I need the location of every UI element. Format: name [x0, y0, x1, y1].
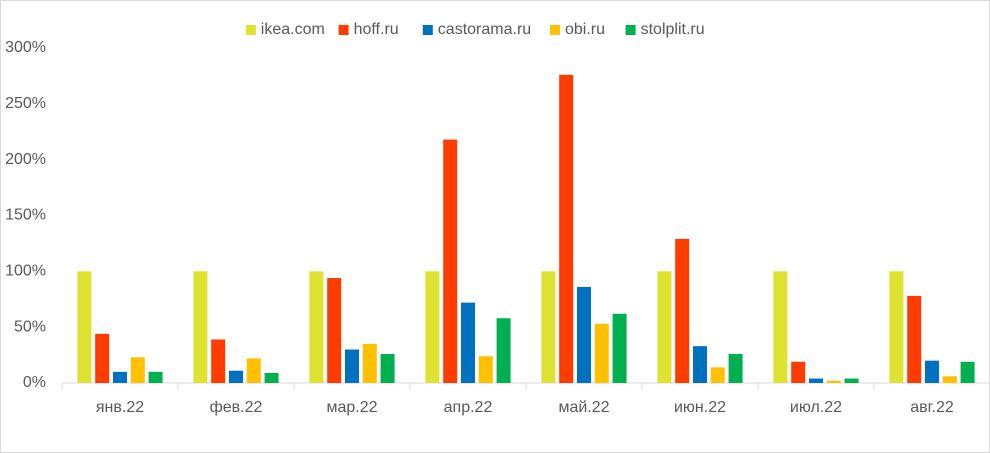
bar — [443, 139, 458, 383]
bar — [211, 339, 226, 383]
legend-swatch — [550, 25, 560, 35]
bar — [461, 302, 475, 383]
bar — [809, 378, 823, 383]
bar — [728, 353, 743, 383]
bar — [380, 353, 395, 383]
x-tick-label: апр.22 — [444, 399, 493, 416]
bar — [130, 357, 145, 383]
bar — [496, 318, 511, 383]
bar — [309, 271, 324, 383]
bar — [826, 380, 841, 383]
x-tick-label: фев.22 — [210, 399, 263, 416]
bar — [425, 271, 440, 383]
legend-label: ikea.com — [261, 21, 325, 38]
bar — [791, 361, 806, 383]
bar — [577, 286, 591, 383]
bar — [559, 74, 574, 384]
bar — [925, 360, 939, 383]
y-tick-label: 300% — [5, 39, 46, 56]
bar — [675, 238, 690, 383]
x-tick-label: май.22 — [558, 399, 609, 416]
y-tick-label: 0% — [23, 374, 46, 391]
x-tick-label: июн.22 — [674, 399, 726, 416]
bar — [693, 346, 707, 383]
bar — [362, 343, 377, 383]
legend-label: obi.ru — [565, 21, 605, 38]
bar — [541, 271, 556, 383]
y-tick-label: 50% — [14, 318, 46, 335]
bar — [942, 376, 957, 383]
bar — [264, 372, 279, 383]
bar — [960, 361, 975, 383]
bar — [246, 358, 261, 383]
legend-swatch — [625, 25, 636, 35]
y-tick-label: 250% — [5, 95, 46, 112]
y-tick-label: 100% — [5, 263, 46, 280]
x-tick-label: янв.22 — [96, 399, 144, 416]
legend-label: stolplit.ru — [641, 21, 705, 38]
bar — [594, 323, 609, 383]
bar — [95, 333, 110, 383]
bar — [907, 295, 922, 383]
bar — [710, 367, 725, 383]
bar — [889, 271, 904, 383]
bar — [193, 271, 208, 383]
bar — [612, 313, 627, 383]
bar — [345, 349, 359, 383]
legend-label: castorama.ru — [438, 21, 531, 38]
legend-swatch — [338, 25, 349, 35]
bar — [77, 271, 92, 383]
bar — [327, 278, 342, 383]
legend-swatch — [245, 25, 256, 35]
x-tick-label: июл.22 — [790, 399, 842, 416]
legend-label: hoff.ru — [354, 21, 399, 38]
bar — [844, 378, 859, 383]
bar — [113, 371, 127, 383]
y-tick-label: 150% — [5, 207, 46, 224]
bar — [478, 356, 493, 383]
x-tick-label: авг.22 — [910, 399, 954, 416]
legend-swatch — [422, 25, 433, 35]
y-tick-label: 200% — [5, 151, 46, 168]
bar — [229, 370, 243, 383]
bar — [148, 371, 163, 383]
bar — [657, 271, 672, 383]
bar — [773, 271, 788, 383]
x-tick-label: мар.22 — [326, 399, 377, 416]
